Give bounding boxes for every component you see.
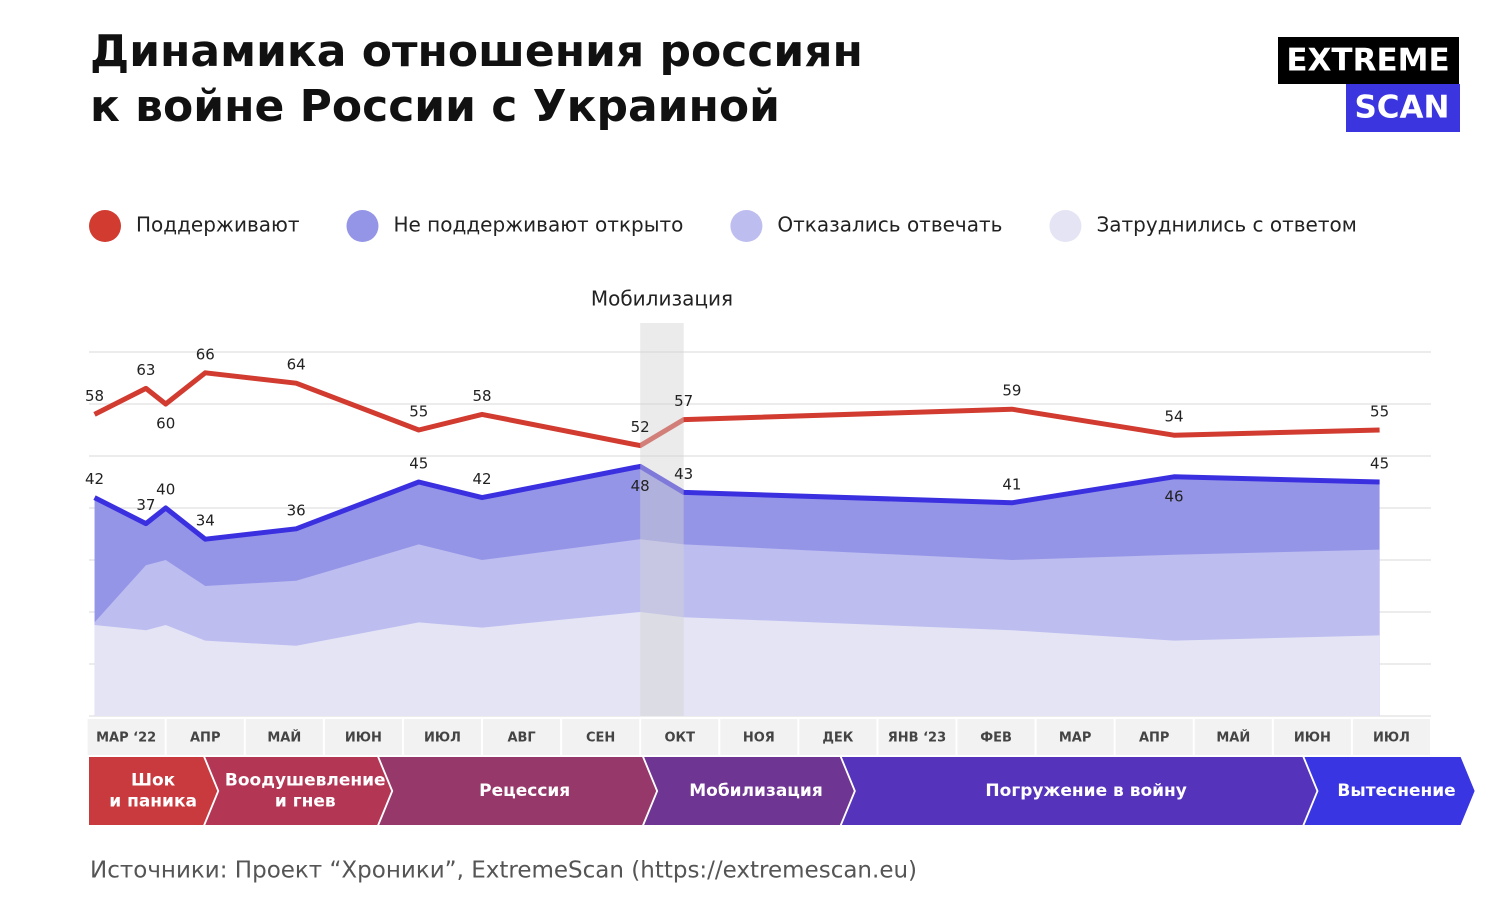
x-tick-band <box>403 719 482 755</box>
data-label: 46 <box>1164 487 1183 505</box>
x-tick-label: АПР <box>1139 731 1169 746</box>
data-label: 54 <box>1164 408 1183 426</box>
x-tick-band <box>562 719 640 755</box>
data-label: 45 <box>409 455 428 473</box>
x-tick-label: ФЕВ <box>980 731 1012 746</box>
legend-dot <box>89 210 121 242</box>
x-tick-band <box>1194 719 1272 755</box>
phase <box>1304 757 1475 825</box>
data-label: 34 <box>196 512 215 530</box>
data-label: 55 <box>1370 403 1389 421</box>
phase-label: и гнев <box>275 792 336 812</box>
x-tick-band <box>799 719 877 755</box>
x-tick-label: МАР ‘22 <box>96 731 156 746</box>
data-label: 57 <box>674 392 693 410</box>
phase-label: Вытеснение <box>1337 781 1455 801</box>
legend-label: Отказались отвечать <box>777 213 1002 237</box>
data-label: 66 <box>196 345 215 363</box>
data-label: 58 <box>85 387 104 405</box>
x-tick-label: АВГ <box>507 731 535 746</box>
title-line: к войне России с Украиной <box>90 81 780 132</box>
x-tick-band <box>87 719 165 755</box>
source: Источники: Проект “Хроники”, ExtremeScan… <box>90 858 917 884</box>
x-tick-band <box>483 719 561 755</box>
phase-label: Шок <box>131 771 176 791</box>
x-tick-label: ОКТ <box>664 731 695 746</box>
x-tick-band <box>1352 719 1430 755</box>
data-label: 36 <box>287 501 306 519</box>
phase-label: Мобилизация <box>689 781 823 801</box>
x-tick-label: ИЮН <box>345 731 382 746</box>
x-tick-label: ИЮЛ <box>424 731 461 746</box>
phase-label: и паника <box>109 792 197 812</box>
phase <box>205 757 392 825</box>
x-tick-band <box>957 719 1035 755</box>
line <box>93 370 1380 449</box>
phase <box>379 757 657 825</box>
title-line: Динамика отношения россиян <box>90 26 863 77</box>
highlight-label: Мобилизация <box>591 287 733 311</box>
highlight-band <box>640 323 684 716</box>
legend-label: Затруднились с ответом <box>1096 213 1356 237</box>
x-tick-label: ДЕК <box>822 731 853 746</box>
phase <box>644 757 854 825</box>
x-tick-band <box>1115 719 1193 755</box>
x-tick-label: МАЙ <box>1216 730 1250 746</box>
data-label: 41 <box>1002 475 1021 493</box>
data-label: 40 <box>156 481 175 499</box>
data-label: 55 <box>409 403 428 421</box>
line <box>93 463 1380 542</box>
data-label: 63 <box>136 361 155 379</box>
data-label: 43 <box>674 465 693 483</box>
legend-dot <box>730 210 763 242</box>
data-label: 59 <box>1002 382 1021 400</box>
phase <box>89 757 218 825</box>
data-label: 48 <box>631 477 650 495</box>
data-label: 45 <box>1370 455 1389 473</box>
x-tick-label: ЯНВ ‘23 <box>888 731 946 746</box>
data-label: 64 <box>287 356 306 374</box>
logo-text: EXTREME <box>1286 43 1449 79</box>
legend-dot <box>346 210 379 242</box>
phase-label: Рецессия <box>479 781 570 801</box>
x-tick-label: АПР <box>190 731 220 746</box>
data-label: 58 <box>472 387 491 405</box>
area <box>94 612 1380 716</box>
data-label: 37 <box>136 496 155 514</box>
x-tick-label: ИЮЛ <box>1373 731 1410 746</box>
logo-box <box>1278 37 1459 84</box>
x-tick-band <box>878 719 956 755</box>
x-tick-label: НОЯ <box>743 731 775 746</box>
x-tick-band <box>720 719 798 755</box>
data-label: 42 <box>472 470 491 488</box>
logo-text: SCAN <box>1354 90 1449 126</box>
data-label: 52 <box>631 418 650 436</box>
x-tick-label: ИЮН <box>1294 731 1331 746</box>
x-tick-label: МАЙ <box>267 730 301 746</box>
legend-label: Не поддерживают открыто <box>393 213 683 237</box>
logo-box <box>1346 84 1460 132</box>
x-tick-band <box>1273 719 1351 755</box>
legend-label: Поддерживают <box>136 213 300 237</box>
x-tick-band <box>641 719 719 755</box>
x-tick-band <box>324 719 402 755</box>
x-tick-band <box>1036 719 1114 755</box>
x-tick-label: СЕН <box>586 731 615 746</box>
data-label: 60 <box>156 415 175 433</box>
phase-label: Погружение в войну <box>985 781 1186 801</box>
x-tick-label: МАР <box>1059 731 1092 746</box>
phase-label: Воодушевление <box>225 771 386 791</box>
x-tick-band <box>166 719 244 755</box>
data-label: 42 <box>85 470 104 488</box>
legend-dot <box>1049 210 1082 242</box>
phase <box>841 757 1317 825</box>
x-tick-band <box>245 719 323 755</box>
